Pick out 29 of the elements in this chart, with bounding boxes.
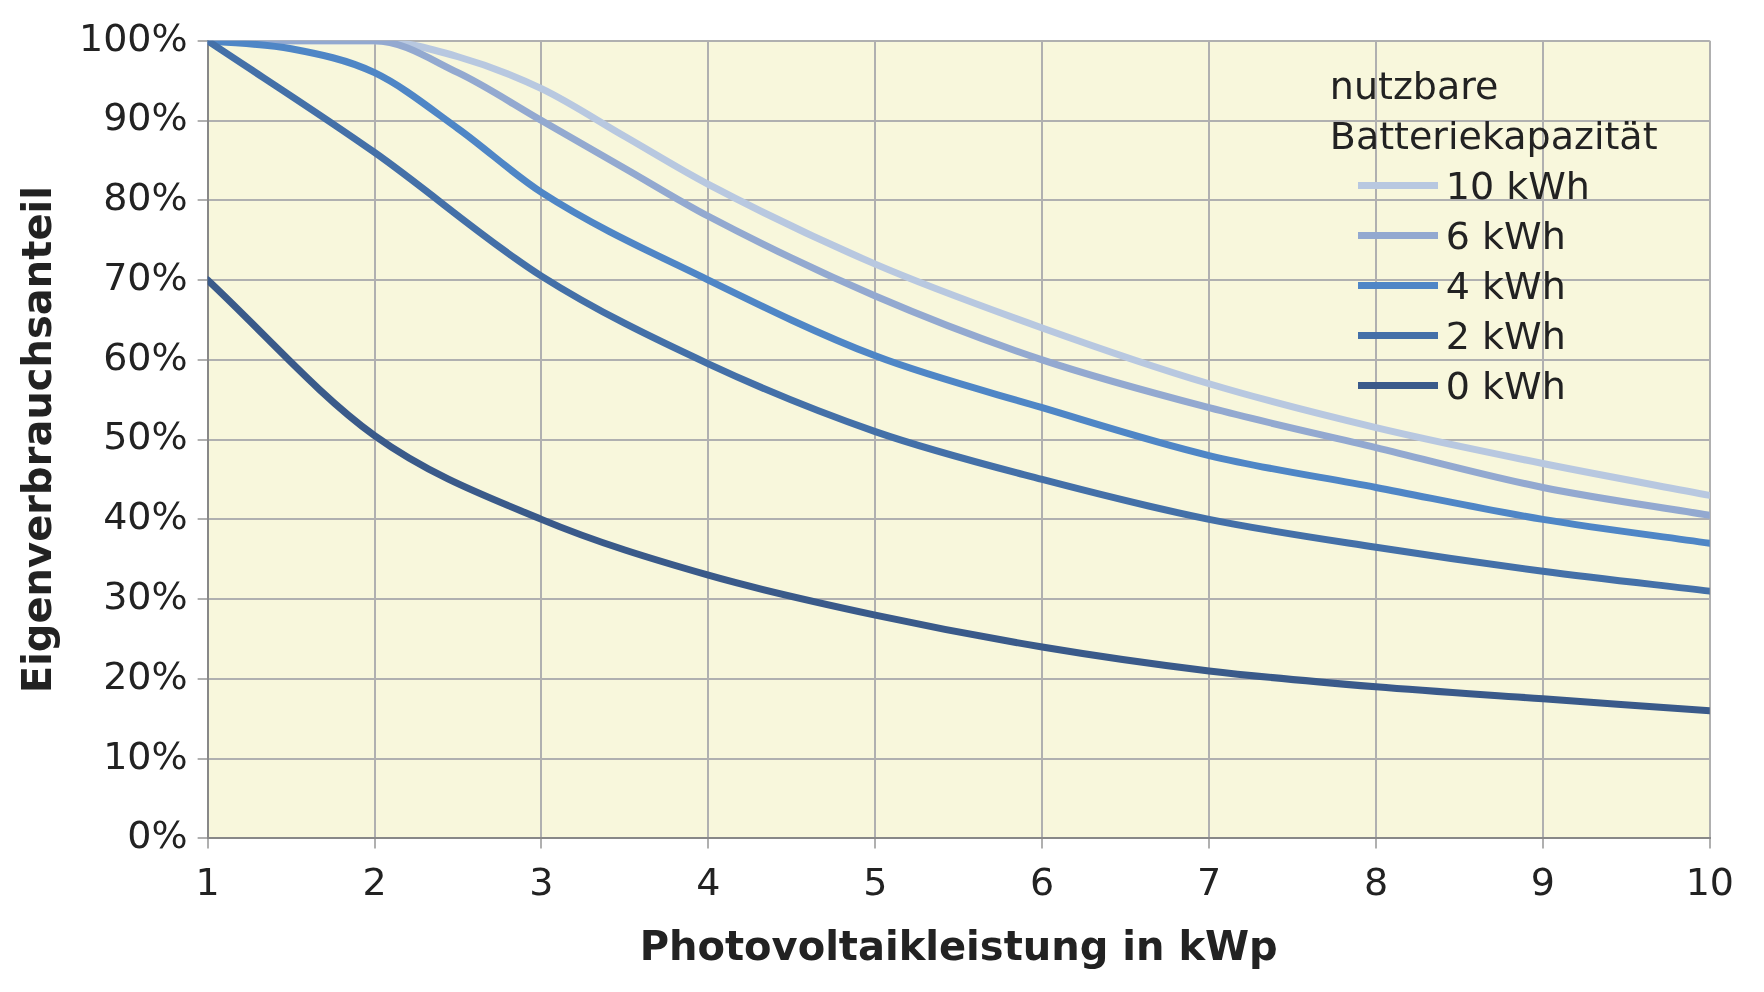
y-tick-label: 70% [103,254,188,299]
legend-label: 6 kWh [1445,212,1566,260]
y-tick-label: 100% [79,15,188,60]
x-tick-label: 9 [1530,860,1556,905]
legend-label: 4 kWh [1445,262,1566,310]
x-tick-label: 10 [1685,860,1734,905]
x-tick-label: 4 [696,860,721,905]
y-tick-label: 60% [103,334,188,379]
y-tick-label: 20% [103,653,188,698]
x-tick-label: 6 [1030,860,1055,905]
legend-title: nutzbare Batteriekapazität [1329,62,1659,160]
y-tick-label: 10% [103,733,188,778]
legend-label: 0 kWh [1445,362,1566,410]
y-tick-label: 80% [103,175,188,220]
x-tick-label: 5 [863,860,888,905]
x-tick-label: 8 [1363,860,1389,905]
y-tick-label: 50% [103,414,188,459]
y-tick-label: 30% [103,573,188,618]
y-tick-label: 90% [103,95,188,140]
x-tick-label: 2 [362,860,387,905]
legend-label: 10 kWh [1445,162,1590,210]
x-tick-label: 7 [1197,860,1222,905]
y-axis-title: Eigenverbrauchsanteil [14,186,61,694]
y-tick-label: 0% [127,813,188,858]
x-axis-title: Photovoltaikleistung in kWp [639,923,1278,970]
y-tick-label: 40% [103,494,188,539]
x-tick-label: 1 [195,860,220,905]
legend-label: 2 kWh [1445,312,1566,360]
x-tick-label: 3 [529,860,554,905]
